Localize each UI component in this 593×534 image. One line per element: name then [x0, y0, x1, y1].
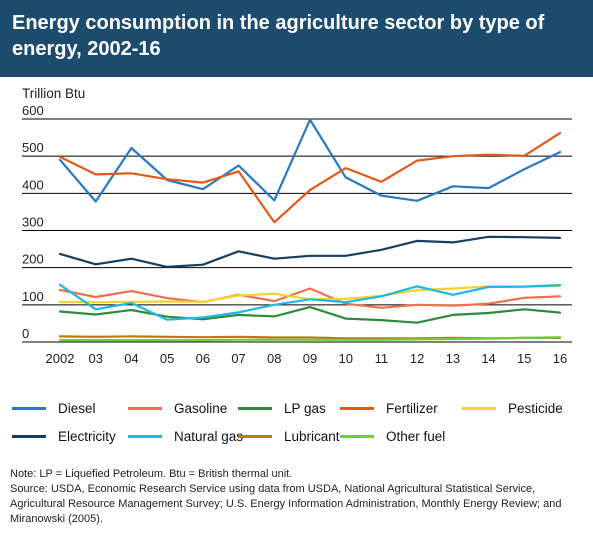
legend-item: Pesticide: [462, 398, 563, 418]
y-tick-label: 600: [22, 103, 44, 118]
legend-swatch: [340, 434, 374, 438]
x-tick-label: 16: [553, 351, 567, 366]
legend: Diesel Gasoline LP gas Fertilizer Pesticide E…: [0, 398, 593, 456]
x-tick-label: 09: [303, 351, 317, 366]
legend-swatch: [128, 406, 162, 410]
legend-swatch: [12, 434, 46, 438]
legend-item: Other fuel: [340, 426, 445, 446]
x-tick-label: 15: [517, 351, 531, 366]
chart-header: Energy consumption in the agriculture se…: [0, 0, 593, 77]
series-line-fertilizer: [58, 131, 562, 224]
x-tick-label: 06: [196, 351, 210, 366]
y-tick-label: 200: [22, 252, 44, 267]
y-tick-label: 400: [22, 177, 44, 192]
legend-swatch: [238, 406, 272, 410]
x-tick-label: 03: [88, 351, 102, 366]
x-tick-label: 12: [410, 351, 424, 366]
x-tick-label: 14: [481, 351, 495, 366]
series-lines: [58, 118, 562, 342]
x-tick-label: 07: [231, 351, 245, 366]
legend-swatch: [462, 406, 496, 410]
legend-label: Natural gas: [174, 428, 244, 444]
line-chart: Trillion Btu 0 100 200 300 400 500 600 2002 03 0…: [22, 86, 572, 366]
legend-label: Diesel: [58, 400, 96, 416]
series-line-lp-gas: [58, 306, 562, 324]
legend-label: Lubricant: [284, 428, 340, 444]
series-line-other-fuel: [58, 336, 562, 342]
x-tick-label: 11: [375, 351, 389, 366]
source-text: Source: USDA, Economic Research Service …: [10, 483, 562, 525]
x-tick-label: 2002: [46, 351, 75, 366]
x-tick-label: 13: [446, 351, 460, 366]
chart-notes: Note: LP = Liquefied Petroleum. Btu = Br…: [10, 467, 585, 527]
legend-label: Fertilizer: [386, 400, 438, 416]
x-tick-labels: 2002 03 04 05 06 07 08 09 10 11 12 13 14 15 16: [46, 351, 568, 366]
legend-swatch: [238, 434, 272, 438]
legend-item: Natural gas: [128, 426, 243, 446]
series-line-gasoline: [58, 287, 562, 309]
legend-label: Pesticide: [508, 400, 563, 416]
chart-title: Energy consumption in the agriculture se…: [12, 12, 545, 60]
y-axis-label: Trillion Btu: [22, 86, 85, 101]
note-text: Note: LP = Liquefied Petroleum. Btu = Br…: [10, 468, 293, 480]
y-tick-label: 500: [22, 140, 44, 155]
legend-swatch: [12, 406, 46, 410]
x-tick-label: 10: [338, 351, 352, 366]
legend-label: Other fuel: [386, 428, 446, 444]
legend-item: Electricity: [12, 426, 116, 446]
legend-item: Gasoline: [128, 398, 227, 418]
legend-item: Diesel: [12, 398, 96, 418]
legend-label: Electricity: [58, 428, 116, 444]
legend-item: Fertilizer: [340, 398, 438, 418]
series-line-electricity: [58, 235, 562, 268]
legend-label: LP gas: [284, 400, 326, 416]
legend-swatch: [340, 406, 374, 410]
gridlines: [22, 118, 572, 343]
legend-swatch: [128, 434, 162, 438]
legend-label: Gasoline: [174, 400, 228, 416]
legend-item: LP gas: [238, 398, 326, 418]
y-tick-label: 100: [22, 289, 44, 304]
legend-item: Lubricant: [238, 426, 340, 446]
y-tick-labels: 0 100 200 300 400 500 600: [22, 103, 44, 341]
x-tick-label: 05: [160, 351, 174, 366]
x-tick-label: 08: [267, 351, 281, 366]
series-line-diesel: [58, 118, 562, 203]
series-line-natural-gas: [58, 283, 562, 321]
y-tick-label: 0: [22, 326, 29, 341]
x-tick-label: 04: [124, 351, 138, 366]
y-tick-label: 300: [22, 215, 44, 230]
